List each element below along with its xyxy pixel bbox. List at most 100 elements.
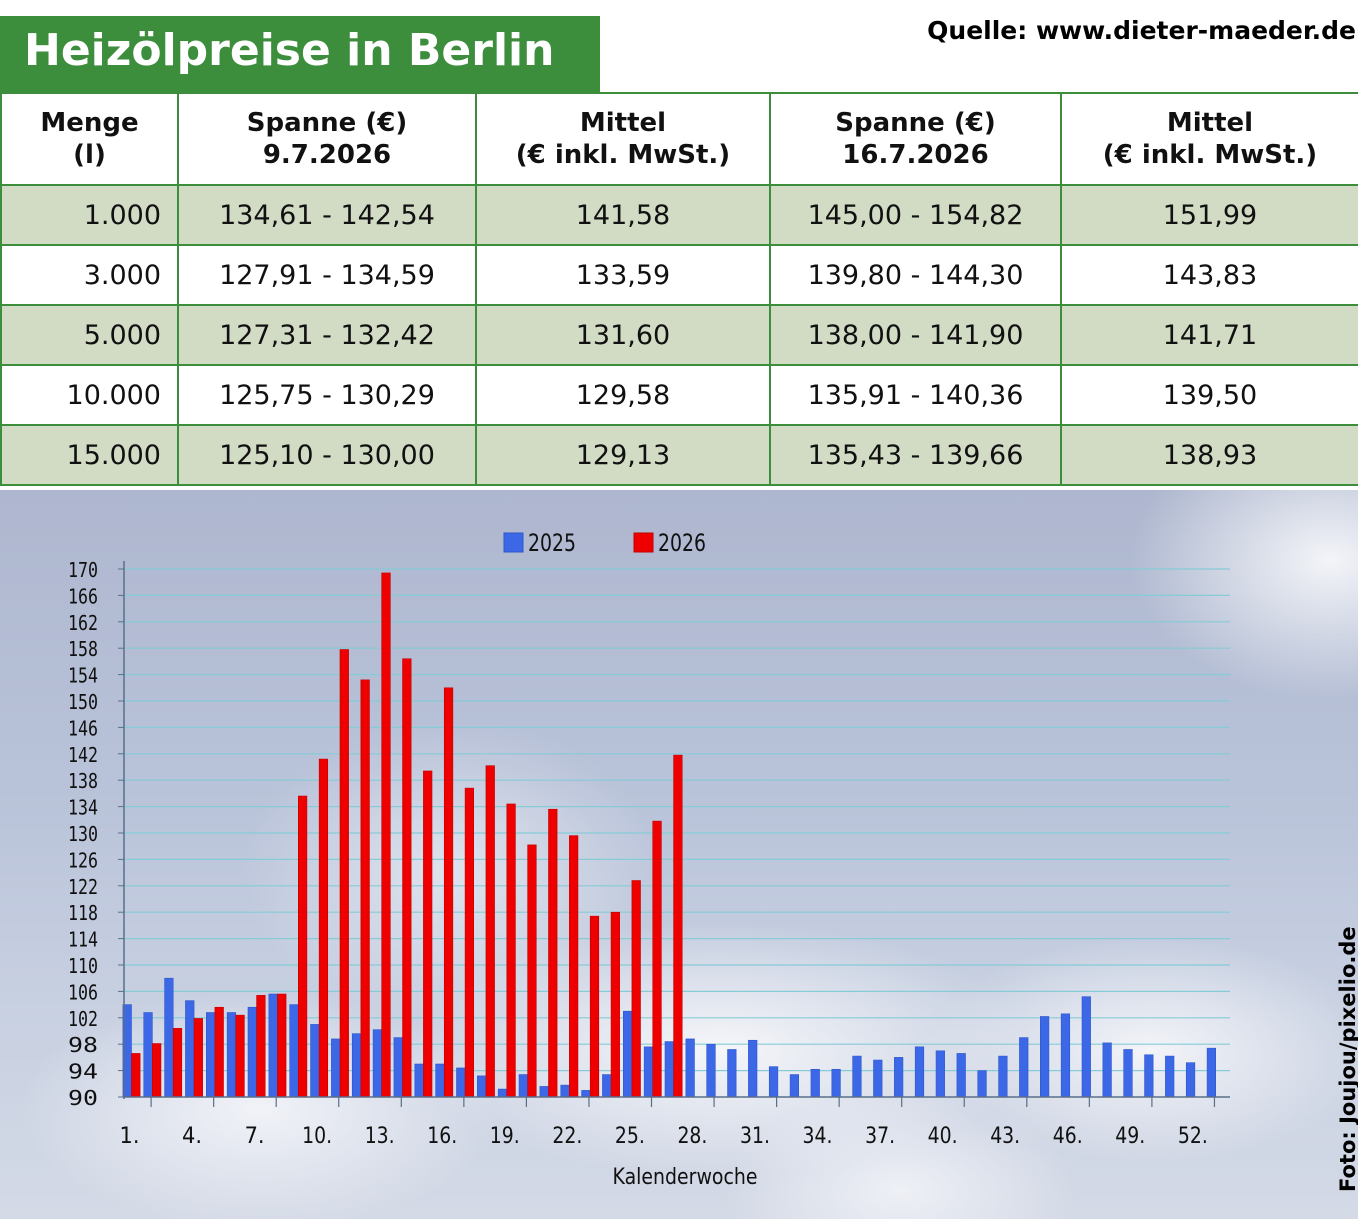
y-tick-label: 170: [68, 558, 98, 582]
bar-2026: [339, 649, 349, 1098]
cell-spanne-2: 135,91 - 140,36: [769, 364, 1062, 426]
header-spanne-1: Spanne (€) 9.7.2026: [177, 92, 477, 186]
bar-2025: [456, 1067, 466, 1098]
bar-2026: [485, 765, 495, 1098]
bar-2025: [685, 1038, 695, 1098]
y-tick-label: 94: [68, 1060, 98, 1084]
bar-2026: [381, 572, 391, 1098]
bar-2026: [277, 993, 287, 1098]
bar-2026: [631, 880, 641, 1098]
bar-2026: [527, 844, 537, 1098]
bar-2025: [414, 1063, 424, 1098]
bar-2025: [518, 1074, 528, 1098]
y-tick-label: 126: [68, 848, 98, 872]
photo-credit: Foto: Joujou/pixelio.de: [1336, 926, 1358, 1192]
x-tick-label: 16.: [427, 1124, 457, 1149]
x-tick-label: 46.: [1053, 1124, 1083, 1149]
bar-2025: [477, 1075, 487, 1098]
y-tick-label: 122: [68, 875, 98, 899]
y-tick-label: 130: [68, 822, 98, 846]
price-table: Menge (l) Spanne (€) 9.7.2026 Mittel (€ ink…: [0, 92, 1358, 486]
x-tick-label: 10.: [302, 1124, 332, 1149]
bar-2025: [1206, 1047, 1216, 1098]
y-tick-label: 114: [68, 928, 98, 952]
bar-2026: [318, 758, 329, 1098]
cell-mittel-2: 138,93: [1060, 424, 1358, 486]
y-tick-label: 118: [68, 901, 98, 925]
bar-2025: [998, 1055, 1008, 1098]
cell-menge: 10.000: [0, 364, 179, 426]
y-tick-label: 138: [68, 769, 98, 793]
x-tick-label: 28.: [677, 1124, 707, 1149]
x-tick-label: 4.: [182, 1124, 202, 1149]
cell-spanne-1: 127,91 - 134,59: [177, 244, 477, 306]
bar-2025: [435, 1063, 445, 1098]
bar-2026: [297, 795, 308, 1098]
bar-2025: [497, 1088, 508, 1098]
bar-2025: [810, 1068, 820, 1098]
cell-spanne-2: 145,00 - 154,82: [769, 184, 1062, 246]
x-axis-label: Kalenderwoche: [613, 1165, 758, 1190]
bar-2026: [506, 803, 516, 1098]
bar-2025: [1102, 1042, 1112, 1098]
cell-spanne-2: 139,80 - 144,30: [769, 244, 1062, 306]
bar-2025: [622, 1010, 633, 1098]
bar-2025: [852, 1055, 862, 1098]
x-tick-label: 1.: [120, 1124, 140, 1149]
cell-mittel-1: 131,60: [475, 304, 771, 366]
bar-2026: [443, 687, 454, 1098]
bar-2026: [235, 1014, 245, 1098]
bar-2025: [164, 977, 174, 1098]
y-tick-label: 106: [68, 980, 98, 1004]
bar-2025: [643, 1046, 654, 1098]
bar-2025: [935, 1050, 945, 1098]
table-row: 10.000 125,75 - 130,29 129,58 135,91 - 1…: [0, 364, 1358, 426]
x-tick-label: 40.: [928, 1124, 958, 1149]
bar-2026: [548, 808, 558, 1098]
source-label: Quelle: www.dieter-maeder.de: [927, 16, 1356, 45]
x-tick-label: 34.: [803, 1124, 833, 1149]
cell-spanne-1: 125,10 - 130,00: [177, 424, 477, 486]
bar-2025: [956, 1053, 966, 1098]
bar-2025: [268, 993, 278, 1098]
legend-swatch-2025: [503, 532, 524, 553]
header-mittel-2: Mittel (€ inkl. MwSt.): [1060, 92, 1358, 186]
bar-2025: [581, 1090, 591, 1098]
bar-2025: [706, 1043, 716, 1098]
bar-2025: [768, 1066, 779, 1098]
x-tick-label: 13.: [365, 1124, 395, 1149]
bar-2025: [748, 1039, 758, 1098]
bar-2025: [1165, 1055, 1175, 1098]
x-tick-label: 25.: [615, 1124, 645, 1149]
bar-2025: [247, 1006, 257, 1098]
bar-2025: [372, 1029, 383, 1098]
cell-spanne-2: 138,00 - 141,90: [769, 304, 1062, 366]
bar-2025: [1123, 1049, 1133, 1098]
x-tick-label: 19.: [490, 1124, 520, 1149]
cell-mittel-1: 133,59: [475, 244, 771, 306]
y-tick-label: 102: [68, 1007, 98, 1031]
bar-2025: [351, 1033, 362, 1098]
x-tick-label: 7.: [245, 1124, 265, 1149]
bar-2025: [1185, 1062, 1196, 1098]
bar-2025: [331, 1038, 341, 1098]
cell-mittel-2: 143,83: [1060, 244, 1358, 306]
bar-2025: [789, 1074, 799, 1098]
header-spanne-2: Spanne (€) 16.7.2026: [769, 92, 1062, 186]
bar-2026: [172, 1028, 183, 1098]
bar-2025: [831, 1068, 841, 1098]
bar-2026: [402, 658, 412, 1098]
cell-spanne-1: 125,75 - 130,29: [177, 364, 477, 426]
bar-2025: [310, 1024, 320, 1098]
bar-2026: [131, 1053, 141, 1098]
bar-2025: [560, 1084, 570, 1098]
bar-2025: [727, 1049, 737, 1098]
y-tick-label: 162: [68, 611, 98, 635]
bar-2025: [185, 1000, 195, 1098]
bar-2025: [1081, 996, 1091, 1098]
x-tick-label: 49.: [1115, 1124, 1145, 1149]
bar-2026: [256, 995, 266, 1098]
bar-2025: [289, 1004, 299, 1098]
y-tick-label: 158: [68, 637, 98, 661]
cell-spanne-1: 127,31 - 132,42: [177, 304, 477, 366]
